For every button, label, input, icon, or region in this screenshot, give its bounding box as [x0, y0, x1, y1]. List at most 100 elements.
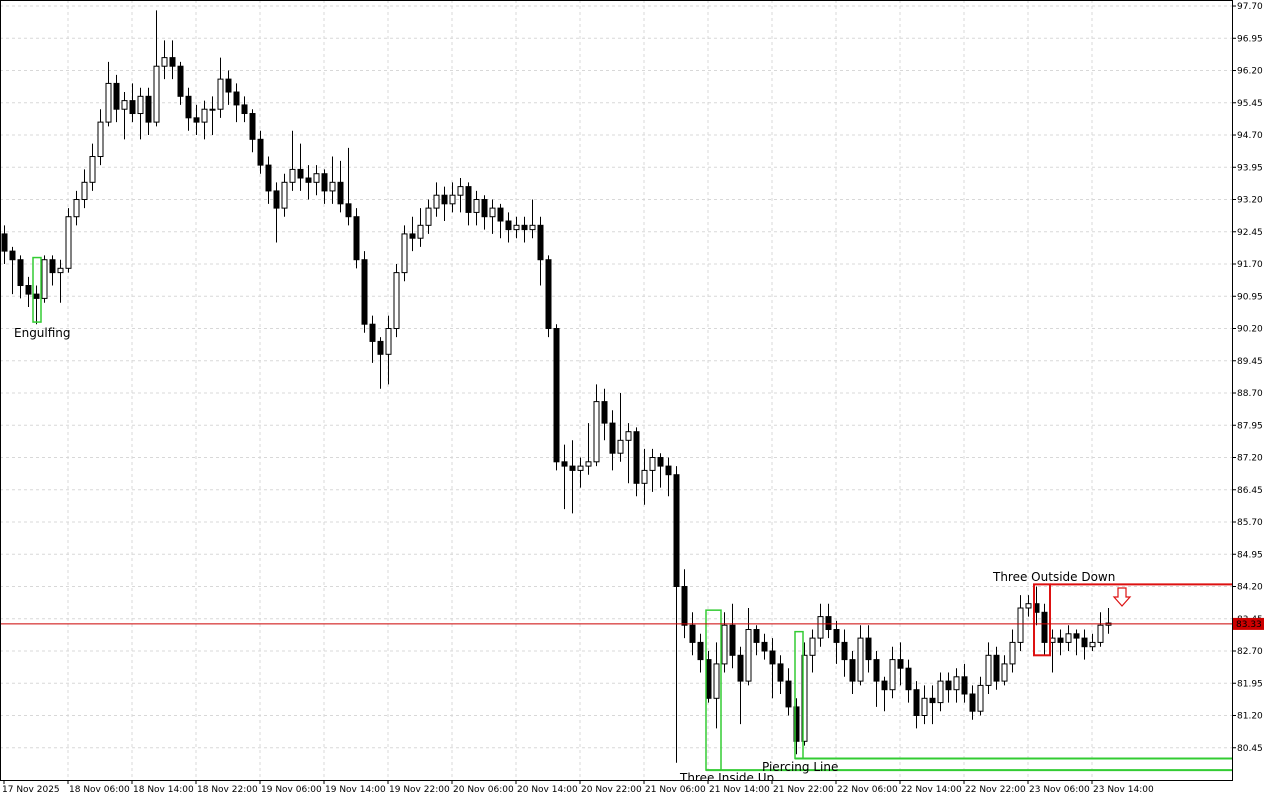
candle-body [873, 659, 880, 682]
candle-body [857, 637, 864, 682]
candle-body [289, 168, 296, 183]
candle-body [41, 259, 48, 299]
candle-body [529, 224, 536, 231]
y-tick-label: 87.95 [1237, 421, 1263, 431]
candle-body [553, 328, 560, 463]
candle-body [601, 401, 608, 424]
candle-body [761, 641, 768, 652]
candle-body [81, 181, 88, 201]
y-tick-label: 90.95 [1237, 292, 1263, 302]
candle-body [337, 181, 344, 205]
candle-body [113, 82, 120, 110]
pattern-box [1033, 583, 1051, 657]
pattern-label: Piercing Line [762, 760, 838, 774]
candle-body [209, 108, 216, 111]
candle-body [849, 659, 856, 682]
candle-body [1081, 637, 1088, 648]
candle-body [457, 186, 464, 196]
pattern-label: Three Inside Up [679, 771, 774, 785]
candle-body [969, 693, 976, 712]
candle-body [377, 340, 384, 355]
candle-body [257, 138, 264, 166]
y-tick-label: 93.95 [1237, 163, 1263, 173]
x-tick-label: 19 Nov 06:00 [261, 785, 322, 795]
candle-body [633, 431, 640, 484]
candle-body [393, 272, 400, 330]
candle-body [913, 689, 920, 717]
candle-body [505, 220, 512, 231]
candle-body [1065, 633, 1072, 643]
candle-body [233, 91, 240, 106]
candle-body [305, 177, 312, 183]
candle-body [561, 461, 568, 467]
candle-body [129, 100, 136, 115]
y-tick-label: 87.20 [1237, 454, 1263, 464]
y-tick-label: 97.70 [1237, 2, 1263, 12]
candle-body [489, 207, 496, 218]
candle-body [825, 616, 832, 631]
candle-body [745, 629, 752, 682]
candle-body [641, 469, 648, 484]
candle-body [673, 474, 680, 588]
x-tick-label: 18 Nov 06:00 [69, 785, 130, 795]
candle-body [793, 706, 800, 742]
y-tick-label: 84.95 [1237, 550, 1263, 560]
candle-body [145, 95, 152, 123]
candle-body [937, 680, 944, 704]
y-tick-label: 81.20 [1237, 712, 1263, 722]
candle-body [433, 194, 440, 209]
x-tick-label: 21 Nov 22:00 [773, 785, 834, 795]
candle-body [177, 65, 184, 97]
candle-body [1001, 663, 1008, 682]
candle-body [9, 250, 16, 261]
candle-body [273, 190, 280, 209]
candle-body [409, 233, 416, 239]
x-tick-label: 18 Nov 14:00 [133, 785, 194, 795]
y-tick-label: 90.20 [1237, 325, 1263, 335]
candle-body [241, 104, 248, 115]
candle-body [513, 224, 520, 231]
x-tick-label: 18 Nov 22:00 [197, 785, 258, 795]
candle-body [201, 108, 208, 123]
candle-body [865, 637, 872, 661]
candle-body [401, 233, 408, 274]
candle-body [889, 659, 896, 691]
candle-body [385, 328, 392, 355]
candle-body [361, 259, 368, 325]
x-tick-label: 21 Nov 14:00 [709, 785, 770, 795]
signal-arrow [1112, 587, 1132, 607]
candle-body [265, 164, 272, 192]
candle-body [809, 637, 816, 656]
candle-body [697, 641, 704, 661]
candle-body [225, 78, 232, 93]
y-tick-label: 80.45 [1237, 744, 1263, 754]
pattern-label: Three Outside Down [992, 570, 1115, 584]
x-tick-label: 22 Nov 06:00 [837, 785, 898, 795]
candle-body [921, 697, 928, 717]
candle-body [521, 224, 528, 231]
candle-body [65, 216, 72, 269]
candle-body [169, 57, 176, 67]
candle-body [841, 641, 848, 661]
candle-body [345, 203, 352, 218]
candle-body [185, 95, 192, 119]
x-tick-label: 23 Nov 14:00 [1093, 785, 1154, 795]
candle-body [1073, 633, 1080, 639]
candle-body [1009, 641, 1016, 665]
x-tick-label: 19 Nov 22:00 [389, 785, 450, 795]
plot-frame [0, 0, 1233, 781]
candle-body [569, 465, 576, 471]
candle-body [689, 624, 696, 643]
y-tick-label: 85.70 [1237, 518, 1263, 528]
current-price-label: 83.33 [1236, 620, 1262, 630]
candle-body [473, 199, 480, 213]
candle-body [281, 181, 288, 209]
candle-body [49, 259, 56, 274]
candle-body [769, 650, 776, 665]
candle-body [353, 216, 360, 261]
x-tick-label: 20 Nov 06:00 [453, 785, 514, 795]
candle-body [993, 654, 1000, 682]
candle-body [193, 117, 200, 123]
candle-body [97, 121, 104, 158]
candle-body [897, 659, 904, 669]
